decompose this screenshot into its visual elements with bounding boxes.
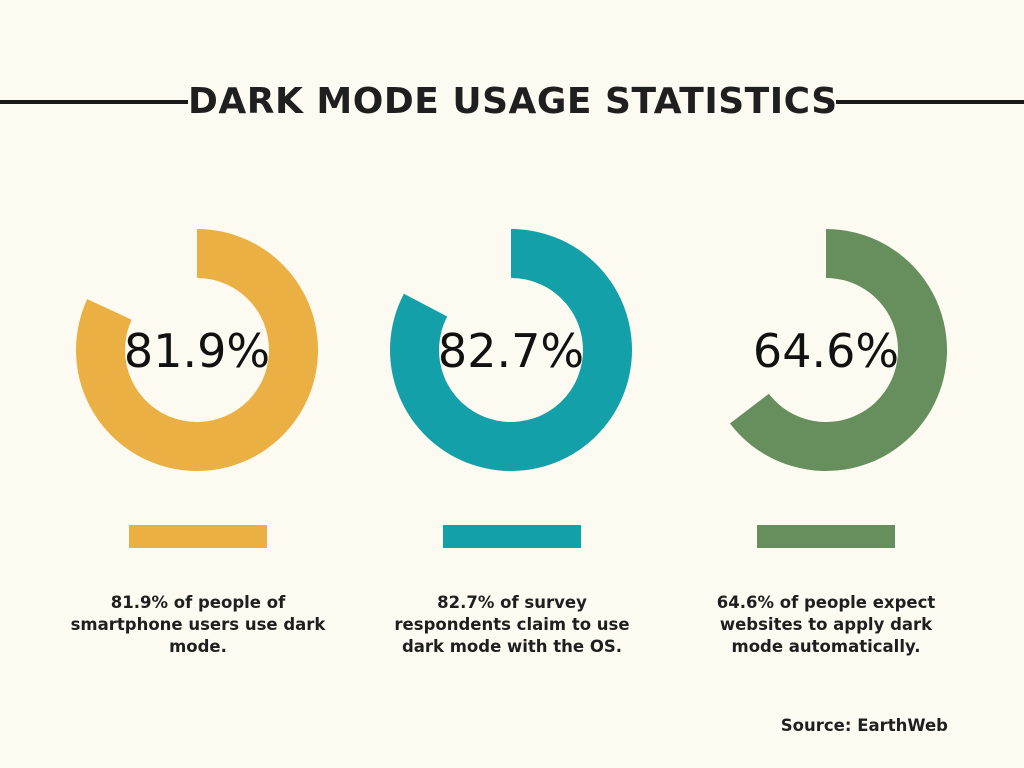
page-title: DARK MODE USAGE STATISTICS	[188, 81, 838, 122]
accent-bar-1	[129, 525, 267, 548]
donut-value-label-2: 82.7%	[438, 324, 584, 378]
accent-bar-3	[757, 525, 895, 548]
stat-description-2: 82.7% of survey respondents claim to use…	[394, 593, 630, 656]
donut-charts: 81.9% 82.7% 64.6%	[75, 229, 948, 472]
accent-bar-2	[443, 525, 581, 548]
source-credit: Source: EarthWeb	[780, 716, 948, 735]
title-divider-right	[836, 100, 1024, 104]
stat-description-3: 64.6% of people expect websites to apply…	[716, 593, 936, 656]
donut-segment-2	[390, 229, 632, 471]
donut-segment-3	[729, 229, 948, 472]
donut-segment-1	[75, 229, 319, 472]
donut-value-label-1: 81.9%	[124, 324, 270, 378]
title-row: DARK MODE USAGE STATISTICS	[0, 78, 1024, 126]
stat-description-1: 81.9% of people of smartphone users use …	[70, 593, 326, 656]
donut-value-label-3: 64.6%	[753, 324, 899, 378]
title-divider-left	[0, 100, 188, 104]
